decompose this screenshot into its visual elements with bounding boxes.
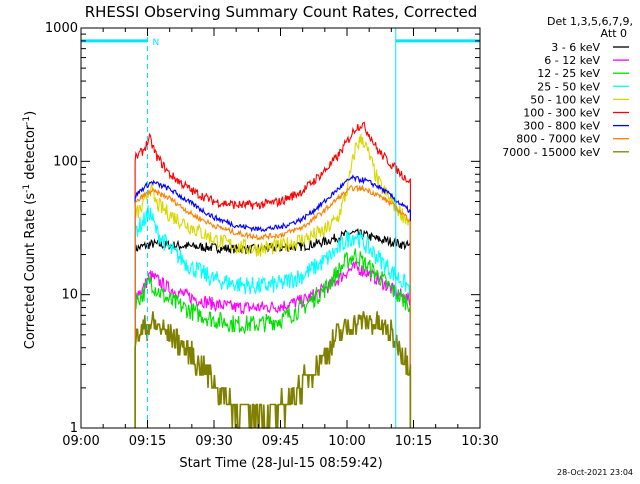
legend-label-5: 50 - 100 keV <box>530 93 600 106</box>
legend-label-9: 7000 - 15000 keV <box>502 146 600 159</box>
legend-label-2: 6 - 12 keV <box>544 54 600 67</box>
series-line-6 <box>134 121 411 428</box>
y-axis-label-sup1: -1 <box>22 184 32 193</box>
y-tick-label: 1000 <box>45 21 78 36</box>
x-tick-label: 10:00 <box>328 434 365 449</box>
legend-label-3: 12 - 25 keV <box>537 67 600 80</box>
x-tick-label: 09:30 <box>195 434 232 449</box>
x-tick-label: 10:30 <box>461 434 498 449</box>
x-tick-label: 09:15 <box>129 434 166 449</box>
y-tick-label: 1 <box>70 421 78 436</box>
legend-label-6: 100 - 300 keV <box>523 107 600 120</box>
chart-title: RHESSI Observing Summary Count Rates, Co… <box>85 3 478 21</box>
y-axis-label-end: ) <box>23 111 38 116</box>
legend-label-4: 25 - 50 keV <box>537 80 600 93</box>
legend-label-1: 3 - 6 keV <box>551 41 600 54</box>
series-line-2 <box>134 259 411 428</box>
night-label: N <box>153 38 160 48</box>
series-line-5 <box>134 133 411 428</box>
series-line-9 <box>134 311 412 429</box>
x-tick-label: 09:00 <box>62 434 99 449</box>
series-line-1 <box>134 227 411 428</box>
y-tick-label: 10 <box>61 288 78 303</box>
y-axis-label-main: Corrected Count Rate (s <box>23 193 38 350</box>
axes: 09:00 09:15 09:30 09:45 10:00 10:15 10:30 1 10 10… <box>45 21 499 449</box>
series-line-3 <box>134 248 411 428</box>
legend-header-line2: Att 0 <box>601 27 627 40</box>
legend-label-7: 300 - 800 keV <box>523 120 600 133</box>
series-group <box>134 121 412 429</box>
legend-header-line1: Det 1,3,5,6,7,9, <box>547 15 633 28</box>
y-axis-label-sup2: -1 <box>22 116 32 125</box>
series-line-4 <box>134 205 411 428</box>
y-axis-label: Corrected Count Rate (s-1 detector-1) <box>22 111 38 349</box>
series-layer <box>134 121 412 429</box>
series-line-7 <box>134 174 411 428</box>
y-axis-label-mid: detector <box>23 124 38 184</box>
x-tick-label: 10:15 <box>395 434 432 449</box>
footer-timestamp: 28-Oct-2021 23:04 <box>557 468 633 477</box>
x-tick-label: 09:45 <box>262 434 299 449</box>
legend-label-8: 800 - 7000 keV <box>516 133 600 146</box>
series-line-8 <box>134 184 411 428</box>
x-axis-label: Start Time (28-Jul-15 08:59:42) <box>179 456 382 471</box>
y-tick-label: 100 <box>53 154 78 169</box>
